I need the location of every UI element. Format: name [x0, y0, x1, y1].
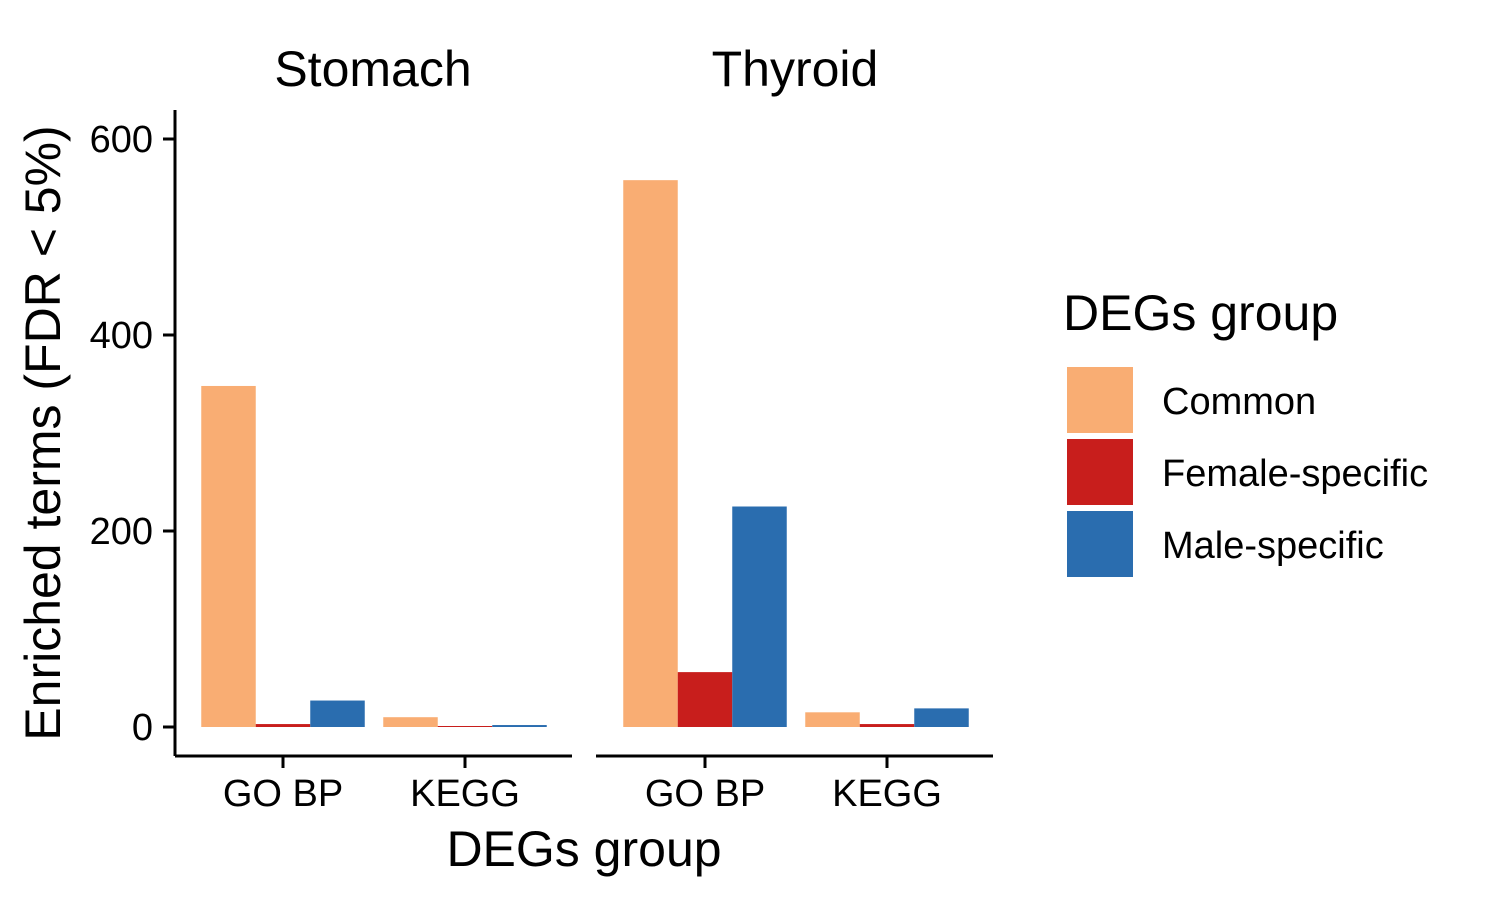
bar-thyroid-kegg-common	[805, 712, 860, 727]
legend-swatch-male-specific	[1067, 511, 1133, 577]
y-tick-label: 400	[90, 315, 153, 357]
bar-stomach-kegg-female-specific	[437, 726, 493, 727]
legend-label-common: Common	[1162, 381, 1316, 423]
x-tick-label: GO BP	[645, 773, 765, 815]
x-tick-label: KEGG	[410, 773, 520, 815]
x-tick-label: KEGG	[832, 773, 942, 815]
y-tick-label: 0	[132, 707, 153, 749]
y-tick-label: 600	[90, 119, 153, 161]
y-axis-ticks: 0 200 400 600	[90, 119, 175, 749]
bar-thyroid-kegg-female-specific	[859, 724, 915, 727]
bar-stomach-kegg-male-specific	[492, 725, 547, 727]
bar-stomach-go-bp-female-specific	[255, 724, 311, 727]
bar-stomach-go-bp-male-specific	[310, 700, 365, 727]
facet-title-stomach: Stomach	[274, 41, 471, 97]
legend-title: DEGs group	[1063, 285, 1338, 341]
x-tick-label: GO BP	[223, 773, 343, 815]
bar-thyroid-go-bp-common	[623, 180, 678, 727]
bar-thyroid-kegg-male-specific	[914, 708, 969, 727]
x-axis-ticks: GO BP KEGG GO BP KEGG	[223, 756, 942, 815]
facet-title-thyroid: Thyroid	[712, 41, 879, 97]
bar-stomach-go-bp-common	[201, 385, 256, 727]
legend-swatch-female-specific	[1067, 439, 1133, 505]
legend-items: Common Female-specific Male-specific	[1067, 367, 1428, 577]
y-axis-title: Enriched terms (FDR < 5%)	[15, 125, 71, 740]
bars-group	[201, 180, 969, 727]
bar-thyroid-go-bp-male-specific	[732, 506, 787, 727]
bar-thyroid-go-bp-female-specific	[677, 672, 733, 727]
x-axis-title: DEGs group	[446, 821, 721, 877]
legend-label-female-specific: Female-specific	[1162, 453, 1428, 495]
legend: DEGs group Common Female-specific Male-spe…	[1063, 285, 1428, 577]
y-tick-label: 200	[90, 511, 153, 553]
legend-swatch-common	[1067, 367, 1133, 433]
legend-label-male-specific: Male-specific	[1162, 525, 1384, 567]
bar-stomach-kegg-common	[383, 717, 438, 727]
